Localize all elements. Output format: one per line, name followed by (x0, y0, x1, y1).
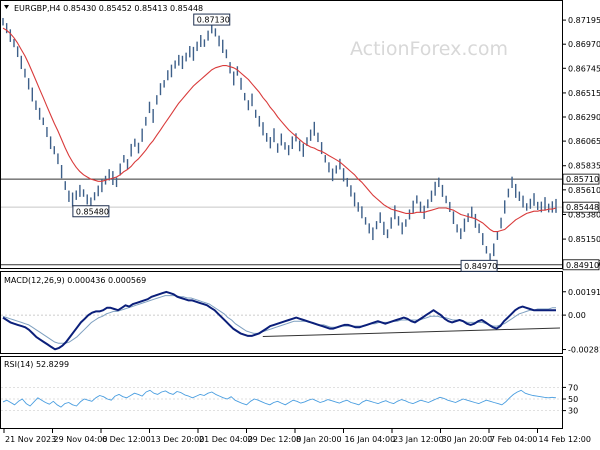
watermark: ActionForex.com (350, 38, 508, 60)
price-panel-frame (0, 0, 563, 269)
macd-tick-label: 0.001911 (568, 288, 600, 297)
x-tick-label: 13 Dec 20:00 (151, 435, 205, 444)
price-title: EURGBP,H4 0.85430 0.85452 0.85413 0.8544… (14, 4, 203, 13)
price-annotation-label: 0.85480 (76, 207, 109, 216)
x-tick-label: 14 Feb 12:00 (539, 435, 591, 444)
macd-tick-label: 0.00 (568, 311, 586, 320)
x-tick-label: 21 Nov 2023 (5, 435, 56, 444)
sma-line (2, 27, 557, 233)
price-tick-label: 0.85380 (568, 210, 600, 219)
price-level-label: 0.85448 (566, 203, 599, 212)
rsi-line (2, 389, 557, 408)
price-level-box (562, 259, 600, 271)
rsi-tick-label: 30 (568, 407, 578, 416)
macd-title: MACD(12,26,9) 0.000436 0.000569 (4, 276, 146, 285)
price-tick-label: 0.85150 (568, 235, 600, 244)
price-level-label: 0.84910 (566, 261, 599, 270)
x-tick-label: 8 Jan 20:00 (296, 435, 342, 444)
dropdown-triangle-icon (4, 5, 9, 9)
price-annotation-box (72, 205, 110, 218)
price-annotation-box (460, 259, 498, 272)
price-level-box (562, 201, 600, 213)
macd-trendline (262, 327, 561, 337)
price-tick-label: 0.86290 (568, 113, 600, 122)
x-tick-label: 29 Dec 12:00 (248, 435, 302, 444)
rsi-title: RSI(14) 52.8299 (4, 360, 69, 369)
price-annotation-box (193, 13, 231, 26)
x-tick-label: 6 Dec 12:00 (102, 435, 151, 444)
price-tick-label: 0.86745 (568, 64, 600, 73)
x-tick-label: 16 Jan 04:00 (345, 435, 396, 444)
price-tick-label: 0.86065 (568, 137, 600, 146)
macd-tick-label: -0.002816 (568, 346, 600, 355)
rsi-tick-label: 70 (568, 383, 578, 392)
price-tick-label: 0.86515 (568, 89, 600, 98)
rsi-panel-frame (0, 356, 563, 429)
dynamic-layer: 0.87195 0.86970 0.86745 0.86515 0.86290 0.860… (1, 13, 600, 444)
x-tick-label: 21 Dec 04:00 (199, 435, 253, 444)
price-annotation-label: 0.87130 (197, 16, 230, 25)
price-tick-label: 0.87195 (568, 16, 600, 25)
price-annotation-label: 0.84970 (464, 262, 497, 271)
price-level-label: 0.85710 (566, 175, 599, 184)
price-tick-label: 0.86970 (568, 40, 600, 49)
x-tick-label: 23 Jan 12:00 (393, 435, 444, 444)
price-tick-label: 0.85835 (568, 162, 600, 171)
price-level-box (562, 173, 600, 185)
price-tick-label: 0.85610 (568, 186, 600, 195)
x-tick-label: 7 Feb 04:00 (490, 435, 537, 444)
macd-line (2, 290, 556, 351)
x-tick-label: 30 Jan 20:00 (442, 435, 493, 444)
x-tick-label: 29 Nov 04:00 (54, 435, 108, 444)
rsi-tick-label: 50 (568, 395, 578, 404)
macd-panel-frame (0, 271, 563, 354)
